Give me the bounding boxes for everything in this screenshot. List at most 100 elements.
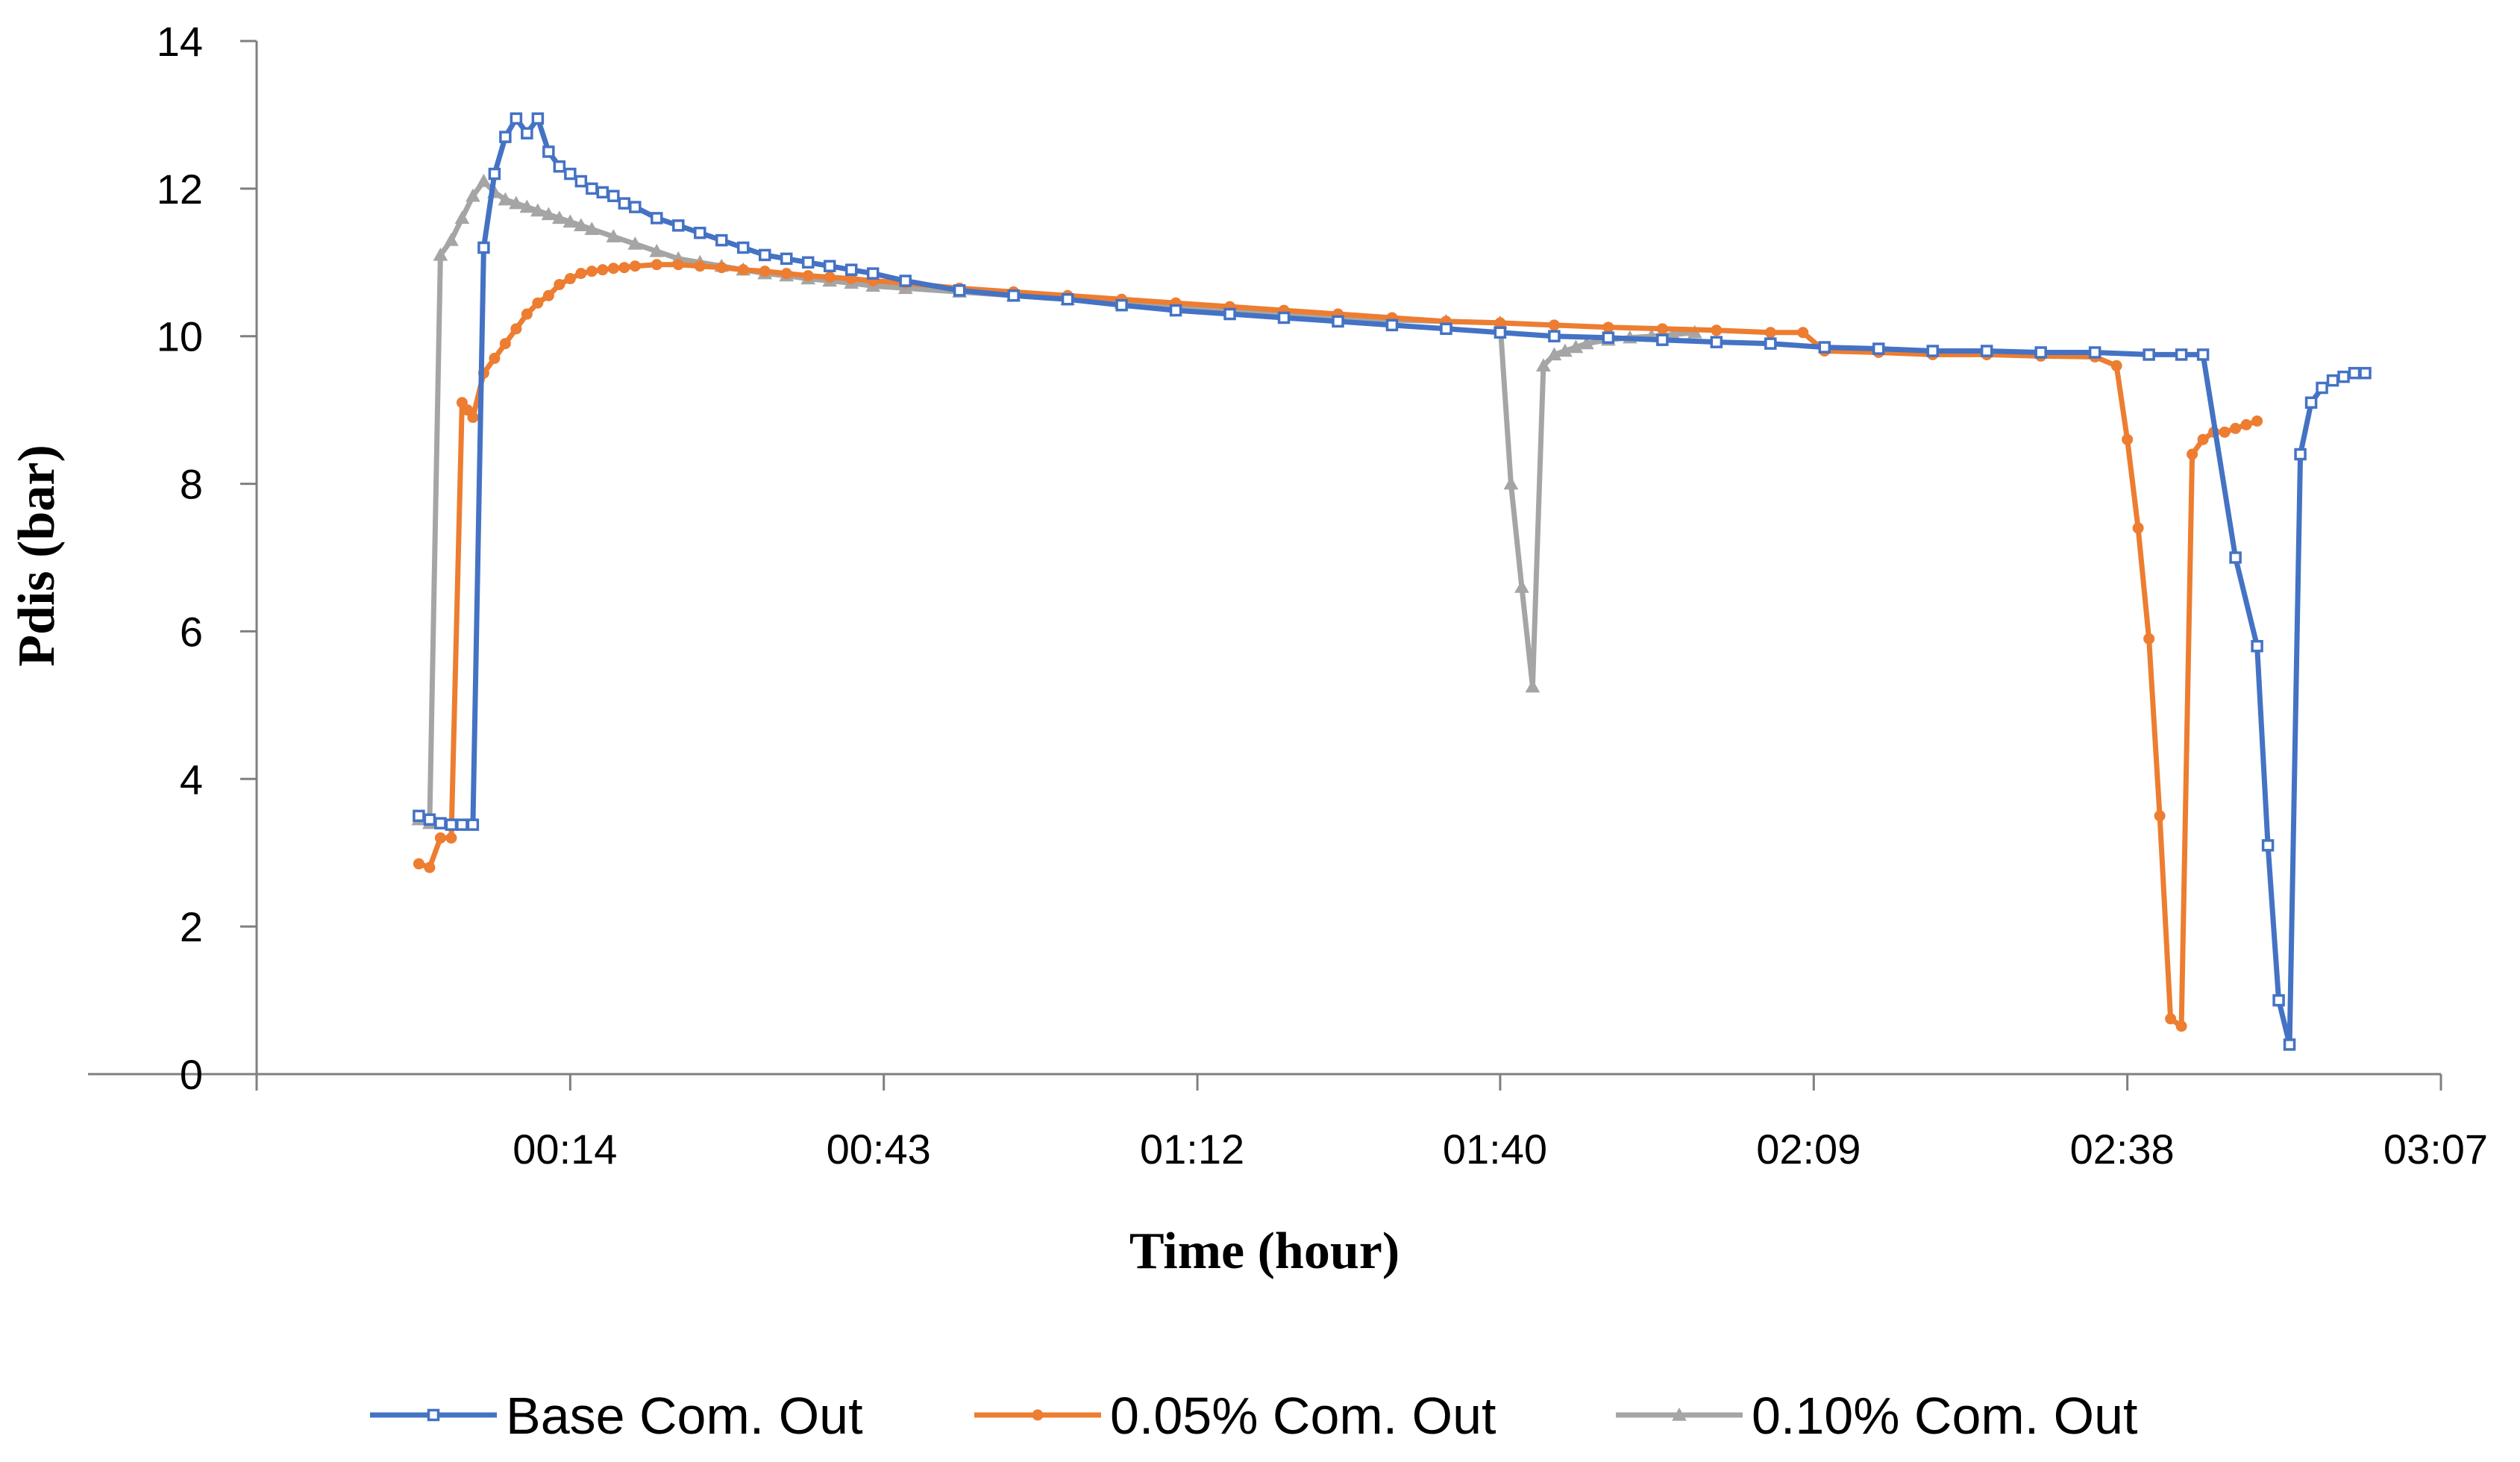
data-point-base-com-out xyxy=(2326,374,2339,387)
data-point-0-05-com-out xyxy=(1602,321,1614,333)
data-point-0-05-com-out xyxy=(2143,633,2155,644)
data-point-base-com-out xyxy=(1818,341,1831,354)
data-point-0-05-com-out xyxy=(2132,522,2144,534)
data-point-0-10-com-out xyxy=(1525,679,1540,693)
data-point-base-com-out xyxy=(1710,336,1723,348)
series-layer xyxy=(411,112,2372,1051)
series-base-com-out xyxy=(413,112,2372,1051)
data-point-base-com-out xyxy=(434,817,447,829)
data-point-0-05-com-out xyxy=(1548,319,1560,331)
data-point-0-10-com-out xyxy=(1558,343,1573,357)
data-point-base-com-out xyxy=(586,182,598,195)
data-point-0-10-com-out xyxy=(606,229,621,242)
data-point-0-05-com-out xyxy=(759,266,771,277)
data-point-base-com-out xyxy=(1656,333,1669,346)
data-point-base-com-out xyxy=(737,241,750,254)
data-point-0-10-com-out xyxy=(519,199,535,213)
data-point-base-com-out xyxy=(759,248,771,262)
data-point-base-com-out xyxy=(823,260,836,272)
data-point-0-10-com-out xyxy=(530,203,545,217)
data-point-base-com-out xyxy=(1764,337,1777,350)
data-point-base-com-out xyxy=(2272,994,2285,1007)
data-point-0-05-com-out xyxy=(2122,433,2134,445)
data-point-base-com-out xyxy=(1277,311,1291,324)
data-point-0-05-com-out xyxy=(1764,327,1776,339)
data-point-base-com-out xyxy=(866,267,880,280)
data-point-0-05-com-out xyxy=(597,264,609,276)
data-point-0-10-com-out xyxy=(454,210,470,225)
legend-swatch-marker xyxy=(427,1408,440,1422)
y-axis-title: Pdis (bar) xyxy=(8,445,66,667)
data-point-base-com-out xyxy=(2034,346,2047,359)
data-point-0-05-com-out xyxy=(1656,323,1668,335)
legend-swatch-marker xyxy=(1032,1409,1044,1421)
data-point-0-10-com-out xyxy=(1546,347,1562,361)
data-point-0-05-com-out xyxy=(467,412,479,424)
data-point-base-com-out xyxy=(2261,839,2275,852)
series-line-0-05-com-out xyxy=(416,262,2260,1029)
x-tick-label: 00:14 xyxy=(513,1126,617,1173)
data-point-0-05-com-out xyxy=(824,272,836,283)
data-point-base-com-out xyxy=(445,818,458,831)
data-point-base-com-out xyxy=(618,197,631,210)
data-point-0-05-com-out xyxy=(1711,324,1723,336)
x-tick-label: 03:07 xyxy=(2383,1126,2488,1173)
data-point-base-com-out xyxy=(801,256,815,269)
data-point-0-10-com-out xyxy=(649,243,665,257)
data-point-base-com-out xyxy=(715,233,728,247)
data-point-0-10-com-out xyxy=(1579,336,1594,350)
data-point-0-05-com-out xyxy=(510,323,522,335)
data-point-0-10-com-out xyxy=(476,173,492,187)
y-tick-label: 10 xyxy=(157,313,203,360)
data-point-0-05-com-out xyxy=(434,832,446,844)
y-tick-label: 8 xyxy=(180,461,203,508)
data-point-base-com-out xyxy=(499,131,512,143)
data-point-0-05-com-out xyxy=(532,297,544,309)
legend-item-0-10-com-out: 0.10% Com. Out xyxy=(1616,1387,2137,1445)
data-point-0-05-com-out xyxy=(564,273,576,285)
data-point-0-05-com-out xyxy=(2197,433,2209,445)
data-point-base-com-out xyxy=(531,112,545,125)
data-point-base-com-out xyxy=(2316,381,2328,395)
data-point-base-com-out xyxy=(2348,366,2361,380)
data-point-0-05-com-out xyxy=(586,266,598,277)
legend-swatch-marker xyxy=(1672,1407,1687,1421)
data-point-base-com-out xyxy=(2337,370,2350,383)
data-point-0-05-com-out xyxy=(499,338,511,350)
data-point-0-05-com-out xyxy=(542,289,554,301)
data-point-0-10-com-out xyxy=(584,222,600,235)
data-point-base-com-out xyxy=(1548,330,1561,342)
data-point-0-10-com-out xyxy=(1514,580,1529,593)
data-point-0-05-com-out xyxy=(618,262,630,274)
legend-item-0-05-com-out: 0.05% Com. Out xyxy=(974,1387,1496,1445)
data-point-0-05-com-out xyxy=(2154,810,2166,822)
y-tick-label: 14 xyxy=(157,18,203,65)
data-point-base-com-out xyxy=(542,145,555,158)
data-point-0-05-com-out xyxy=(2165,1013,2177,1025)
data-point-0-05-com-out xyxy=(802,270,814,282)
data-point-0-10-com-out xyxy=(1536,358,1551,371)
y-tick-label: 2 xyxy=(180,903,203,950)
data-point-0-05-com-out xyxy=(554,278,565,290)
data-point-base-com-out xyxy=(1115,298,1128,312)
data-point-0-05-com-out xyxy=(607,263,619,274)
data-point-0-05-com-out xyxy=(737,264,749,276)
data-point-base-com-out xyxy=(2251,639,2263,653)
data-point-base-com-out xyxy=(629,201,642,213)
series-line-0-10-com-out xyxy=(416,178,1698,826)
y-tick-label: 4 xyxy=(180,756,203,803)
data-point-base-com-out xyxy=(607,189,620,202)
data-point-base-com-out xyxy=(844,263,858,276)
x-tick-label: 01:40 xyxy=(1443,1126,1547,1173)
data-point-0-05-com-out xyxy=(2219,426,2231,438)
data-point-base-com-out xyxy=(1332,315,1344,328)
data-point-base-com-out xyxy=(1223,307,1236,321)
data-point-base-com-out xyxy=(564,167,577,181)
data-point-0-05-com-out xyxy=(489,352,501,364)
data-point-base-com-out xyxy=(780,252,793,266)
data-point-base-com-out xyxy=(2229,551,2242,564)
data-point-base-com-out xyxy=(1872,342,1885,355)
data-point-base-com-out xyxy=(477,241,490,254)
data-point-0-05-com-out xyxy=(2251,415,2263,427)
